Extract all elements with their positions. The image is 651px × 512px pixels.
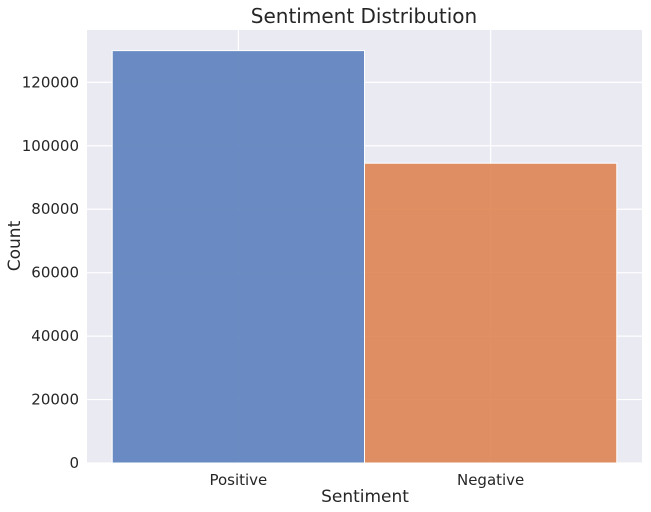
x-axis-label: Sentiment [321,487,409,507]
y-tick-label: 40000 [31,327,79,345]
x-tick-label: Negative [457,471,524,489]
x-tick-label: Positive [209,471,267,489]
y-tick-label: 100000 [22,137,79,155]
y-tick-label: 120000 [22,73,79,91]
x-tick-labels: Positive Negative [209,471,524,489]
bar-negative [364,162,618,464]
y-tick-label: 60000 [31,264,79,282]
y-tick-label: 0 [69,454,79,472]
chart-title: Sentiment Distribution [251,4,477,28]
y-axis-label: Count [5,220,25,271]
y-tick-labels: 0 20000 40000 60000 80000 100000 120000 [22,73,79,472]
y-tick-label: 80000 [31,200,79,218]
y-tick-label: 20000 [31,391,79,409]
bar-layer [111,50,618,464]
bar-positive [111,50,365,464]
